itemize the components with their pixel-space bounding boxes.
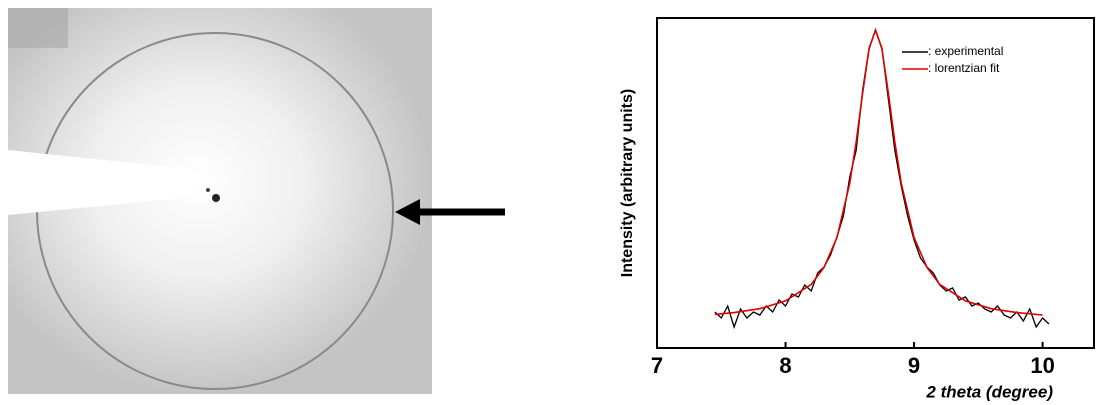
legend-label: : lorentzian fit — [928, 61, 1000, 75]
x-tick-label: 7 — [651, 353, 663, 378]
x-axis-label: 2 theta (degree) — [925, 382, 1053, 401]
x-tick-label: 9 — [908, 353, 920, 378]
y-axis-label: Intensity (arbitrary units) — [619, 89, 636, 277]
legend-label: : experimental — [928, 44, 1003, 58]
arrow — [395, 199, 505, 225]
x-tick-label: 10 — [1030, 353, 1054, 378]
series-line — [714, 27, 1043, 316]
x-tick-label: 8 — [779, 353, 791, 378]
diffraction-image — [8, 8, 432, 394]
plot-frame — [656, 17, 1095, 349]
